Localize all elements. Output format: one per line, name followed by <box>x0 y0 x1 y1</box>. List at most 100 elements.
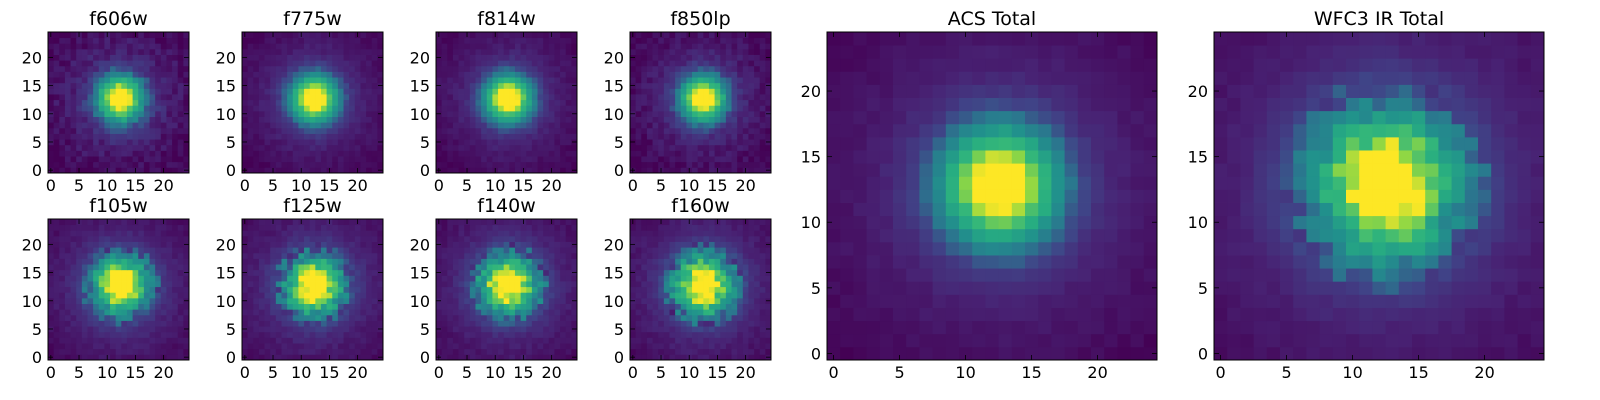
heatmap-cell <box>520 343 527 350</box>
heatmap-cell <box>349 32 356 39</box>
heatmap-cell <box>714 150 721 157</box>
heatmap-cell <box>121 99 128 106</box>
heatmap-cell <box>663 77 670 84</box>
heatmap-cell <box>565 247 572 254</box>
heatmap-cell <box>64 32 71 39</box>
heatmap-cell <box>686 281 693 288</box>
heatmap-cell <box>737 94 744 101</box>
heatmap-cell <box>354 43 361 50</box>
heatmap-cell <box>98 337 105 344</box>
heatmap-cell <box>115 71 122 78</box>
heatmap-cell <box>737 309 744 316</box>
axes-frame <box>629 31 772 174</box>
heatmap-cell <box>469 269 476 276</box>
heatmap-cell <box>349 247 356 254</box>
heatmap-cell <box>543 161 550 168</box>
heatmap-cell <box>264 71 271 78</box>
heatmap-cell <box>469 88 476 95</box>
heatmap-cell <box>498 54 505 61</box>
heatmap-cell <box>270 43 277 50</box>
heatmap-cell <box>304 286 311 293</box>
heatmap-cell <box>447 48 454 55</box>
heatmap-cell <box>264 281 271 288</box>
heatmap-cell <box>126 247 133 254</box>
heatmap-cell <box>675 337 682 344</box>
heatmap-cell <box>531 286 538 293</box>
heatmap-cell <box>149 54 156 61</box>
heatmap-cell <box>737 161 744 168</box>
heatmap-cell <box>292 286 299 293</box>
heatmap-cell <box>537 37 544 44</box>
heatmap-cell <box>754 116 761 123</box>
heatmap-cell <box>452 314 459 321</box>
heatmap-cell <box>292 60 299 67</box>
heatmap-cell <box>270 48 277 55</box>
heatmap-cell <box>686 94 693 101</box>
heatmap-cell <box>242 224 249 231</box>
heatmap-cell <box>697 156 704 163</box>
heatmap-cell <box>560 133 567 140</box>
heatmap-cell <box>377 235 384 242</box>
heatmap-cell <box>160 94 167 101</box>
heatmap-cell <box>337 331 344 338</box>
heatmap-cell <box>292 110 299 117</box>
heatmap-cell <box>87 292 94 299</box>
heatmap-cell <box>371 326 378 333</box>
heatmap-cell <box>242 343 249 350</box>
heatmap-cell <box>287 348 294 355</box>
heatmap-cell <box>447 269 454 276</box>
heatmap-cell <box>143 275 150 282</box>
heatmap-cell <box>70 167 77 174</box>
heatmap-cell <box>315 43 322 50</box>
heatmap-cell <box>635 110 642 117</box>
heatmap-cell <box>571 275 578 282</box>
heatmap-cell <box>270 269 277 276</box>
heatmap-cell <box>663 343 670 350</box>
heatmap-cell <box>93 235 100 242</box>
heatmap-cell <box>520 116 527 123</box>
heatmap-cell <box>183 309 190 316</box>
heatmap-cell <box>343 320 350 327</box>
heatmap-cell <box>635 269 642 276</box>
heatmap-cell <box>93 43 100 50</box>
heatmap-cell <box>737 337 744 344</box>
heatmap-cell <box>281 314 288 321</box>
heatmap-cell <box>48 264 55 271</box>
heatmap-cell <box>160 150 167 157</box>
heatmap-cell <box>143 77 150 84</box>
y-tick-label: 5 <box>420 320 430 339</box>
heatmap-cell <box>635 65 642 72</box>
heatmap-cell <box>652 348 659 355</box>
heatmap-cell <box>298 297 305 304</box>
heatmap-cell <box>447 309 454 316</box>
heatmap-cell <box>343 144 350 151</box>
heatmap-cell <box>320 303 327 310</box>
heatmap-cell <box>349 230 356 237</box>
heatmap-cell <box>258 43 265 50</box>
heatmap-cell <box>475 82 482 89</box>
heatmap-cell <box>731 94 738 101</box>
heatmap-cell <box>520 94 527 101</box>
heatmap-cell <box>275 116 282 123</box>
heatmap-cell <box>509 94 516 101</box>
heatmap-cell <box>658 71 665 78</box>
heatmap-cell <box>264 354 271 361</box>
heatmap-cell <box>132 275 139 282</box>
heatmap-cell <box>714 54 721 61</box>
heatmap-cell <box>737 99 744 106</box>
heatmap-cell <box>652 65 659 72</box>
heatmap-cell <box>565 150 572 157</box>
heatmap-cell <box>332 275 339 282</box>
heatmap-cell <box>708 281 715 288</box>
heatmap-cell <box>498 331 505 338</box>
heatmap-cell <box>475 264 482 271</box>
heatmap-cell <box>253 139 260 146</box>
heatmap-cell <box>663 60 670 67</box>
heatmap-cell <box>98 264 105 271</box>
heatmap-cell <box>258 99 265 106</box>
heatmap-cell <box>537 43 544 50</box>
heatmap-cell <box>526 99 533 106</box>
heatmap-cell <box>481 337 488 344</box>
heatmap-cell <box>149 82 156 89</box>
